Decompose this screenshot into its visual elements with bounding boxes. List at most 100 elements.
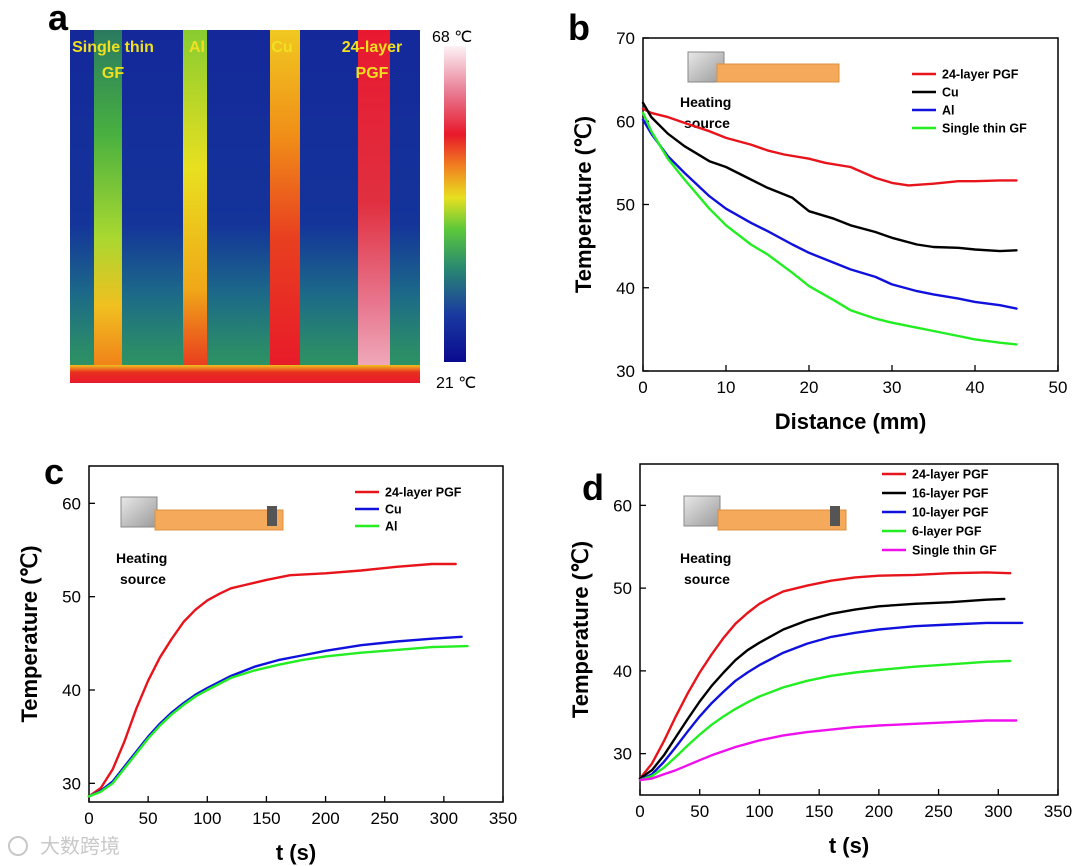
x-tick-label: 0 [84, 809, 93, 828]
series-line [641, 101, 1018, 253]
y-tick-label: 50 [616, 196, 635, 215]
x-tick-label: 100 [745, 802, 773, 821]
thermal-image: Single thin GF Al Cu 24-layer PGF [70, 30, 420, 383]
y-axis-label: Temperature (℃) [17, 545, 42, 722]
x-tick-label: 30 [883, 378, 902, 397]
x-tick-label: 50 [690, 802, 709, 821]
panel-label-c: c [44, 451, 64, 492]
series-line [641, 107, 1018, 187]
x-tick-label: 200 [311, 809, 339, 828]
sample-strip-icon [716, 63, 840, 83]
y-tick-label: 60 [613, 496, 632, 515]
thermal-strip-pgf [358, 30, 390, 375]
thermal-strip-al [183, 30, 207, 375]
thermal-strip-cu [270, 30, 300, 375]
x-tick-label: 40 [966, 378, 985, 397]
x-tick-label: 350 [489, 809, 517, 828]
colorbar [444, 46, 466, 362]
legend-label: 16-layer PGF [912, 487, 989, 501]
legend-label: Single thin GF [942, 122, 1027, 136]
series-line [641, 111, 1018, 346]
series-line [87, 644, 469, 798]
strip-label-pgf-2: PGF [356, 65, 389, 82]
x-axis-label: t (s) [829, 833, 869, 858]
x-axis-label: t (s) [276, 840, 316, 865]
legend-label: Single thin GF [912, 544, 997, 558]
inset-label-line: source [120, 571, 166, 587]
y-tick-label: 40 [613, 662, 632, 681]
y-tick-label: 50 [613, 579, 632, 598]
y-tick-label: 60 [62, 494, 81, 513]
heating-block-icon [683, 495, 721, 527]
x-tick-label: 300 [430, 809, 458, 828]
x-tick-label: 300 [984, 802, 1012, 821]
y-tick-label: 50 [62, 588, 81, 607]
strip-label-al: Al [189, 39, 205, 56]
x-tick-label: 250 [924, 802, 952, 821]
plot-frame [88, 465, 504, 803]
x-tick-label: 50 [1049, 378, 1068, 397]
strip-label-gf-1: Single thin [72, 39, 154, 56]
legend-label: 24-layer PGF [385, 486, 462, 500]
y-tick-label: 40 [616, 279, 635, 298]
y-tick-label: 70 [616, 29, 635, 48]
plot-frame [639, 463, 1059, 796]
heating-block-icon [120, 496, 158, 528]
y-tick-label: 40 [62, 681, 81, 700]
watermark: 大数跨境 [8, 834, 120, 858]
series-line [87, 635, 463, 798]
strip-label-cu: Cu [271, 39, 292, 56]
legend-label: 6-layer PGF [912, 525, 982, 539]
series-line [638, 719, 1018, 782]
x-tick-label: 350 [1044, 802, 1072, 821]
x-tick-label: 200 [865, 802, 893, 821]
series-line [638, 571, 1012, 780]
x-tick-label: 150 [805, 802, 833, 821]
panel-label-d: d [582, 467, 604, 508]
y-tick-label: 30 [616, 362, 635, 381]
y-tick-label: 30 [62, 774, 81, 793]
strip-label-gf-2: GF [102, 65, 124, 82]
sample-strip-icon [717, 509, 847, 531]
panel-label-a: a [48, 0, 69, 38]
watermark-logo [8, 836, 28, 856]
legend-label: 24-layer PGF [912, 468, 989, 482]
chart-panel-d: Heating source 0 50 100 150 200 250 300 350 30 40 50… [568, 463, 1072, 858]
legend-label: Al [385, 520, 398, 534]
colorbar-max-label: 68 ℃ [432, 29, 472, 46]
legend-label: Cu [385, 503, 402, 517]
y-tick-label: 30 [613, 745, 632, 764]
series-line [638, 621, 1024, 782]
x-tick-label: 150 [252, 809, 280, 828]
series-line [87, 562, 457, 798]
y-axis-label: Temperature (℃) [571, 116, 596, 293]
thermocouple-icon [830, 506, 840, 526]
x-axis-label: Distance (mm) [775, 409, 927, 434]
thermal-strip-gf [94, 30, 122, 375]
series-line [638, 597, 1006, 780]
y-tick-label: 60 [616, 112, 635, 131]
chart-panel-b: Heating source 0 10 20 30 40 50 30 40 50 60 70 Distan… [571, 29, 1067, 434]
y-axis-label: Temperature (℃) [568, 541, 593, 718]
inset-label-line: Heating [680, 550, 731, 566]
x-tick-label: 100 [193, 809, 221, 828]
legend-label: Al [942, 104, 955, 118]
x-tick-label: 20 [800, 378, 819, 397]
inset-label-line: source [684, 115, 730, 131]
sample-strip-icon [154, 509, 284, 531]
thermocouple-icon [267, 506, 277, 526]
strip-label-pgf-1: 24-layer [342, 39, 403, 56]
watermark-text: 大数跨境 [40, 834, 120, 858]
x-tick-label: 0 [635, 802, 644, 821]
series-line [638, 659, 1012, 782]
x-tick-label: 250 [371, 809, 399, 828]
x-tick-label: 10 [717, 378, 736, 397]
series-line [641, 118, 1018, 310]
inset-label-line: source [684, 571, 730, 587]
legend-label: 10-layer PGF [912, 506, 989, 520]
x-tick-label: 0 [638, 378, 647, 397]
colorbar-min-label: 21 ℃ [436, 375, 476, 392]
thermal-heat-source [70, 365, 420, 383]
chart-panel-c: Heating source 0 50 100 150 200 250 300 350 30 40 50… [17, 465, 517, 865]
